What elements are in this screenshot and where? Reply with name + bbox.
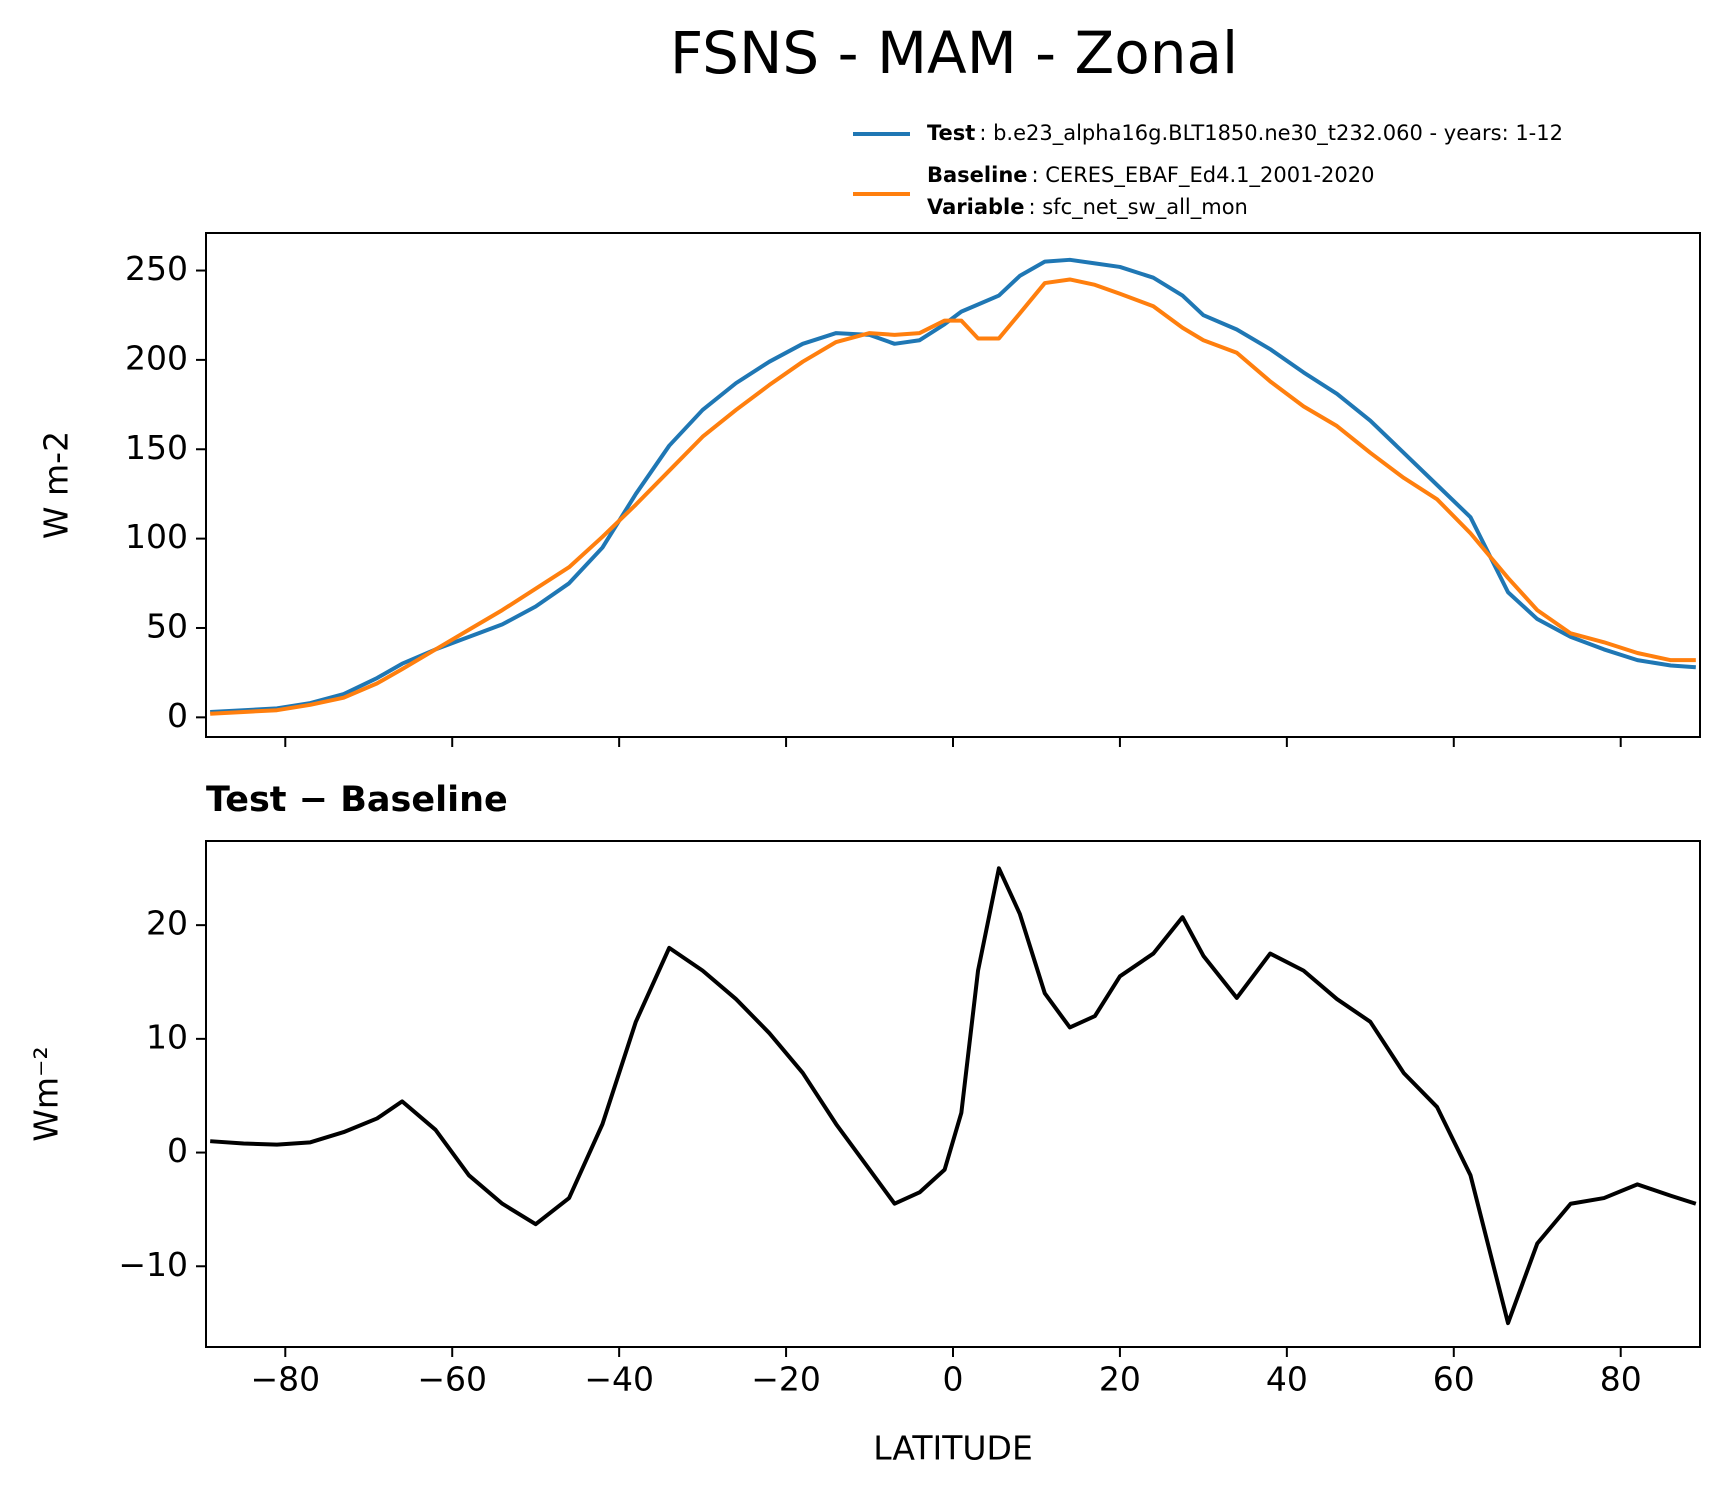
legend-entry: Variable: sfc_net_sw_all_mon — [927, 195, 1248, 220]
x-tick-label: 0 — [943, 1360, 964, 1399]
data-line — [210, 866, 1697, 1326]
x-axis-label: LATITUDE — [873, 1429, 1033, 1468]
x-tick-label: 20 — [1099, 1360, 1141, 1399]
x-tick-label: −80 — [250, 1360, 320, 1399]
x-tick-label: 60 — [1433, 1360, 1475, 1399]
x-tick-label: −20 — [751, 1360, 821, 1399]
data-line — [210, 277, 1696, 716]
y-tick-label: 100 — [125, 517, 188, 556]
y-axis-label: W m-2 — [37, 431, 76, 539]
y-tick-label: 0 — [167, 1131, 188, 1170]
legend-entry: Test: b.e23_alpha16g.BLT1850.ne30_t232.0… — [927, 121, 1563, 146]
legend-label: : CERES_EBAF_Ed4.1_2001-2020 — [1032, 163, 1375, 188]
plot-frame — [205, 840, 1701, 1348]
y-tick-label: −10 — [118, 1245, 188, 1284]
y-tick-label: 20 — [146, 904, 188, 943]
x-tick-label: −40 — [584, 1360, 654, 1399]
y-tick-label: 0 — [167, 696, 188, 735]
legend-name: Test — [927, 121, 975, 145]
subplot-title: Test − Baseline — [206, 780, 508, 820]
x-tick-label: −60 — [417, 1360, 487, 1399]
x-tick-label: 40 — [1266, 1360, 1308, 1399]
chart-title: FSNS - MAM - Zonal — [670, 19, 1238, 87]
y-tick-label: 250 — [125, 249, 188, 288]
y-tick-label: 200 — [125, 338, 188, 377]
plot-frame — [205, 232, 1701, 738]
legend-variable-label: : sfc_net_sw_all_mon — [1028, 195, 1247, 220]
data-line — [210, 257, 1696, 714]
legend-name: Baseline — [927, 163, 1028, 187]
y-tick-label: 150 — [125, 428, 188, 467]
legend-label: : b.e23_alpha16g.BLT1850.ne30_t232.060 -… — [979, 121, 1563, 146]
y-axis-label: Wm⁻² — [27, 1046, 66, 1141]
y-tick-label: 50 — [146, 606, 188, 645]
legend-entry: Baseline: CERES_EBAF_Ed4.1_2001-2020 — [927, 163, 1374, 188]
legend-variable-name: Variable — [927, 195, 1024, 219]
x-tick-label: 80 — [1600, 1360, 1642, 1399]
y-tick-label: 10 — [146, 1017, 188, 1056]
